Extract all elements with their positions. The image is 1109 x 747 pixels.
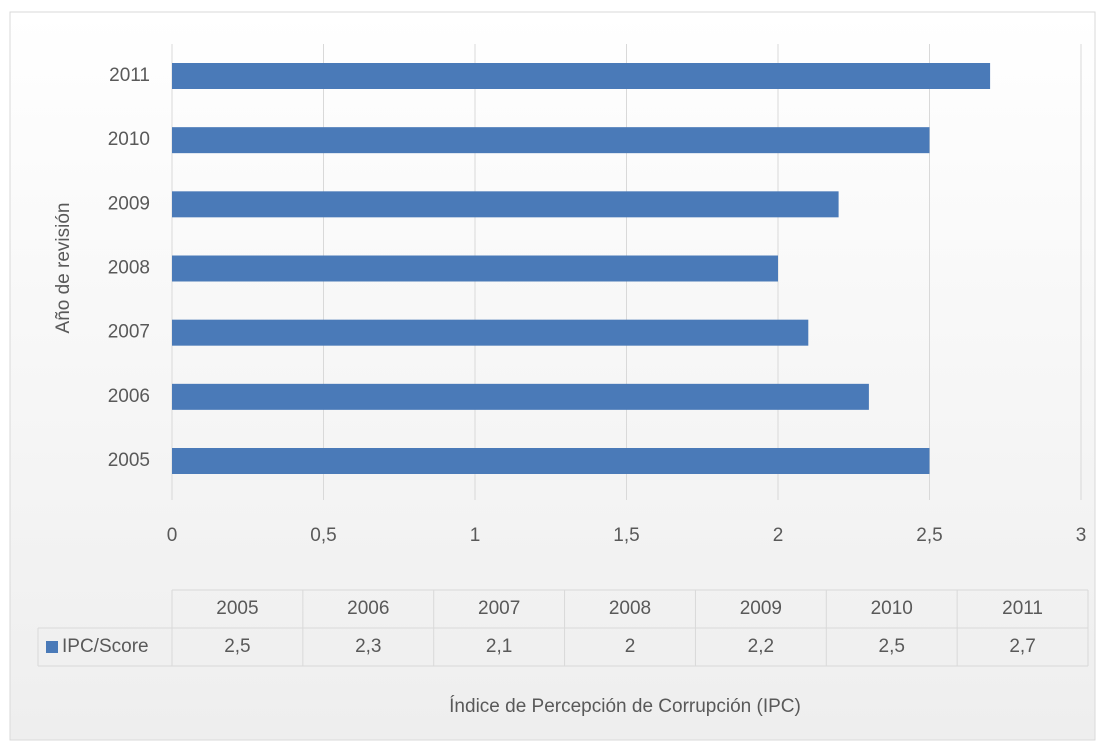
table-header: 2008	[609, 598, 651, 619]
table-header: 2011	[1002, 598, 1043, 619]
table-header: 2010	[871, 598, 913, 619]
table-value: 2,5	[879, 636, 905, 657]
legend-swatch	[46, 641, 58, 653]
legend-label: IPC/Score	[62, 636, 149, 657]
table-header: 2007	[478, 598, 520, 619]
bar	[172, 127, 930, 154]
table-header: 2006	[347, 598, 389, 619]
x-tick-label: 0	[167, 525, 178, 546]
x-tick-label: 1,5	[613, 525, 639, 546]
y-tick-label: 2010	[108, 129, 150, 150]
table-header: 2005	[216, 598, 258, 619]
table-value: 2,5	[224, 636, 250, 657]
bar	[172, 191, 839, 218]
y-tick-label: 2005	[108, 450, 150, 471]
x-tick-label: 0,5	[310, 525, 336, 546]
bar	[172, 255, 778, 282]
x-axis-title: Índice de Percepción de Corrupción (IPC)	[449, 696, 801, 717]
x-tick-label: 1	[470, 525, 481, 546]
x-tick-label: 2	[773, 525, 784, 546]
table-value: 2	[625, 636, 636, 657]
table-value: 2,3	[355, 636, 381, 657]
chart-frame	[9, 11, 1096, 741]
table-value: 2,7	[1009, 636, 1035, 657]
y-tick-label: 2011	[109, 65, 150, 86]
table-header: 2009	[740, 598, 782, 619]
y-tick-label: 2008	[108, 258, 150, 279]
y-tick-label: 2009	[108, 193, 150, 214]
y-axis-title: Año de revisión	[53, 203, 74, 334]
bar	[172, 63, 991, 89]
x-tick-label: 2,5	[916, 525, 942, 546]
table-value: 2,1	[486, 636, 512, 657]
table-value: 2,2	[748, 636, 774, 657]
bar	[172, 319, 809, 346]
y-tick-label: 2006	[108, 386, 150, 407]
x-tick-label: 3	[1076, 525, 1087, 546]
bar	[172, 448, 930, 474]
y-tick-label: 2007	[108, 322, 150, 343]
bar	[172, 383, 869, 410]
